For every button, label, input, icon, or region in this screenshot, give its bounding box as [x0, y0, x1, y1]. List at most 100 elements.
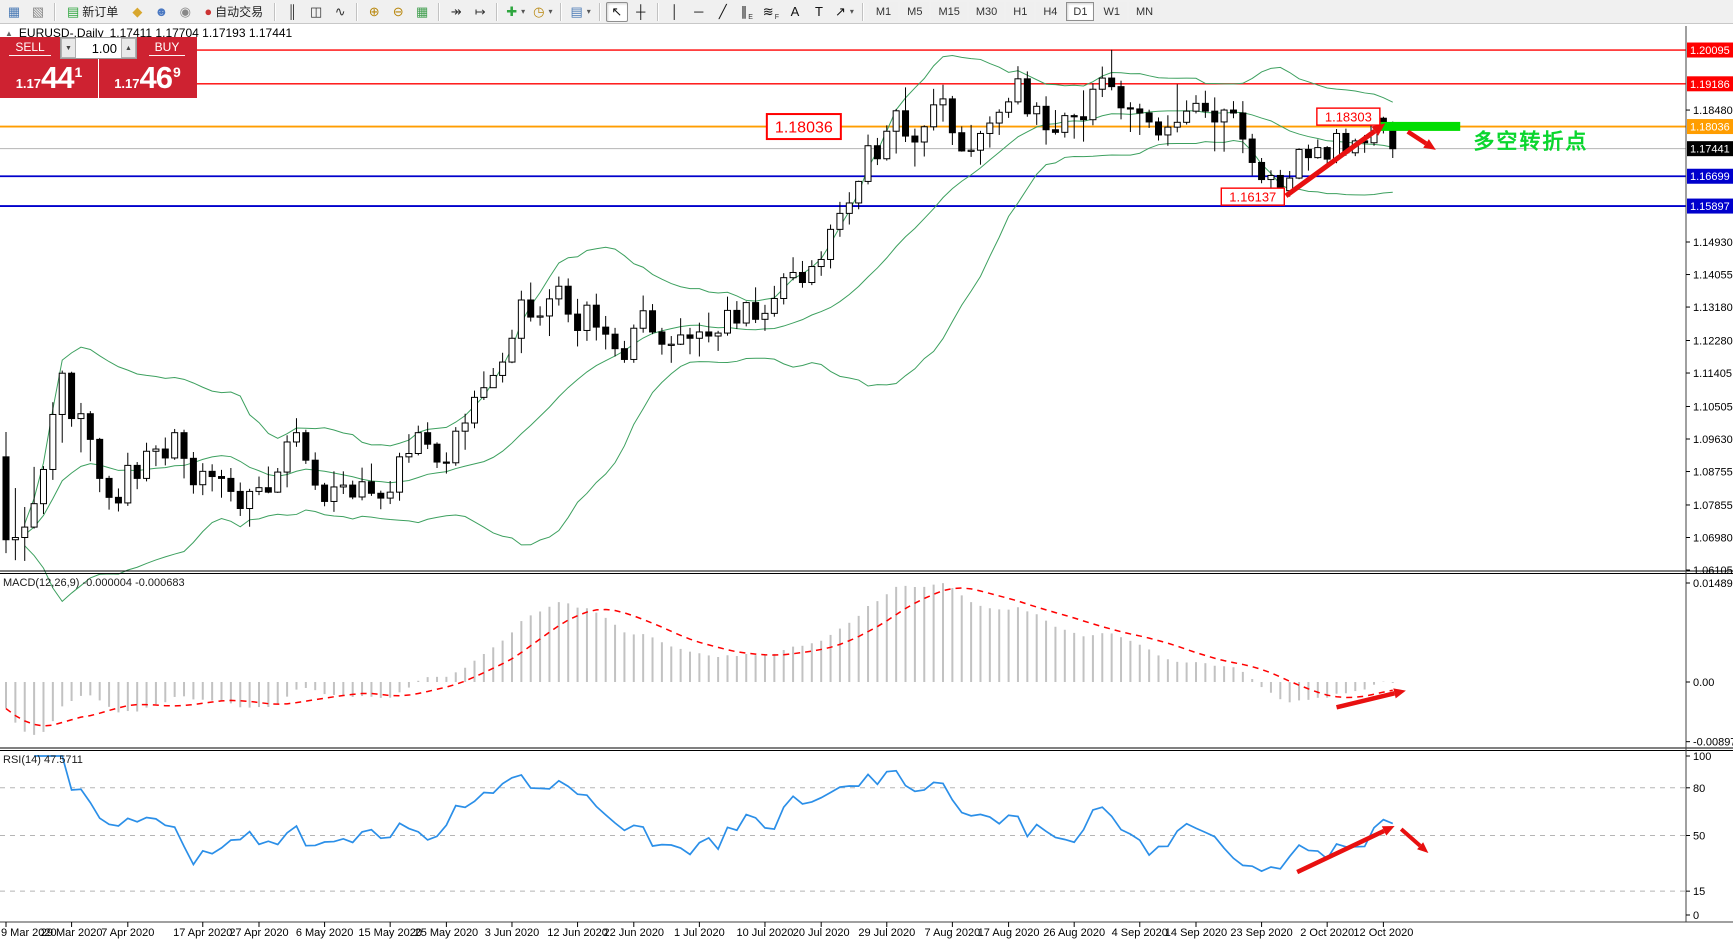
- symbol-period-label: EURUSD-,Daily: [18, 26, 104, 40]
- tile-windows-button[interactable]: ▦: [411, 2, 433, 22]
- bar-chart-type-button[interactable]: ║: [281, 2, 303, 22]
- new-chart-window-icon: ▦: [7, 4, 21, 19]
- fibonacci-tool-button[interactable]: ≋ F: [760, 2, 782, 22]
- zoom-out-button[interactable]: ⊖: [387, 2, 409, 22]
- svg-text:4 Sep 2020: 4 Sep 2020: [1112, 927, 1168, 939]
- text-label-tool-button[interactable]: T: [808, 2, 830, 22]
- svg-text:1.18480: 1.18480: [1693, 105, 1733, 117]
- cursor-tool-button[interactable]: ↖: [605, 1, 628, 22]
- chart-title: ▲ EURUSD-,Daily 1.17411 1.17704 1.17193 …: [5, 26, 292, 40]
- rsi-panel: [0, 755, 1686, 892]
- svg-text:0: 0: [1693, 910, 1699, 922]
- zoom-in-button[interactable]: ⊕: [363, 2, 385, 22]
- svg-text:1.18303: 1.18303: [1325, 109, 1372, 124]
- signals-button[interactable]: ◉: [174, 2, 196, 22]
- toolbar: ▦ ▧ ▤ 新订单 ◆ ☻ ◉ ● 自动交易 ║ ◫ ∿ ⊕ ⊖ ▦ ↠ ↦ ✚ ▾ ◷ ▾ ▤ ▾ ↖ ┼ │ ─ ╱ ∥ E ≋ F A T ↗…: [0, 0, 1733, 24]
- templates-menu-button[interactable]: ▤ ▾: [567, 2, 593, 22]
- navigator-button[interactable]: ☻: [150, 2, 172, 22]
- equidistant-channel-tool-sub-letter: E: [748, 13, 753, 21]
- chevron-down-icon[interactable]: ▾: [521, 7, 526, 16]
- collapse-triangle-icon[interactable]: ▲: [5, 28, 13, 38]
- new-order-button-icon: ▤: [67, 4, 80, 19]
- svg-text:1.16137: 1.16137: [1229, 189, 1276, 204]
- svg-text:1.15897: 1.15897: [1690, 201, 1730, 213]
- volume-up-button[interactable]: ▲: [121, 38, 136, 58]
- timeframe-m30-button[interactable]: M30: [968, 2, 1005, 21]
- trendline-tool-button[interactable]: ╱: [712, 2, 734, 22]
- text-tool-button[interactable]: A: [784, 2, 806, 22]
- navigator-icon: ☻: [154, 4, 169, 19]
- sell-button[interactable]: SELL: [0, 37, 60, 59]
- new-order-button-label: 新订单: [82, 5, 119, 19]
- print-preview-button[interactable]: ▧: [27, 2, 49, 22]
- auto-trading-button-label: 自动交易: [215, 5, 264, 19]
- line-chart-type-button[interactable]: ∿: [329, 2, 351, 22]
- chevron-down-icon[interactable]: ▾: [548, 7, 553, 16]
- timeframe-mn-button[interactable]: MN: [1128, 2, 1161, 21]
- svg-text:100: 100: [1693, 751, 1711, 763]
- toolbar-separator: [861, 2, 864, 21]
- trendline-tool-icon: ╱: [718, 4, 727, 19]
- svg-text:1.08755: 1.08755: [1693, 467, 1733, 479]
- new-order-button[interactable]: ▤ 新订单: [61, 2, 124, 22]
- indicators-add-button[interactable]: ✚ ▾: [503, 2, 528, 22]
- timeframe-m5-button[interactable]: M5: [900, 2, 930, 21]
- buy-price[interactable]: 1.17 46 9: [98, 59, 196, 98]
- bar-chart-type-icon: ║: [287, 4, 297, 19]
- svg-text:0.01489: 0.01489: [1693, 578, 1733, 590]
- svg-text:-0.008977: -0.008977: [1693, 737, 1733, 749]
- timeframe-h4-button[interactable]: H4: [1036, 2, 1065, 21]
- candlestick-type-button[interactable]: ◫: [305, 2, 327, 22]
- timeframe-w1-button[interactable]: W1: [1096, 2, 1127, 21]
- svg-text:1.18036: 1.18036: [1690, 122, 1730, 134]
- vertical-line-tool-button[interactable]: │: [664, 2, 686, 22]
- timeframe-h1-button[interactable]: H1: [1006, 2, 1035, 21]
- pivot-highlight-bar: [1376, 121, 1461, 131]
- toolbar-separator: [560, 2, 563, 21]
- svg-text:1.14930: 1.14930: [1693, 237, 1733, 249]
- horizontal-line-tool-button[interactable]: ─: [688, 2, 710, 22]
- zoom-out-icon: ⊖: [392, 4, 404, 19]
- svg-text:23 Sep 2020: 23 Sep 2020: [1230, 927, 1292, 939]
- chevron-down-icon[interactable]: ▾: [849, 7, 854, 16]
- timeframe-m1-button[interactable]: M1: [868, 2, 899, 21]
- sell-price[interactable]: 1.17 44 1: [15, 60, 83, 95]
- svg-text:12 Jun 2020: 12 Jun 2020: [547, 927, 608, 939]
- auto-scroll-button[interactable]: ↠: [445, 2, 467, 22]
- auto-trading-button-icon: ●: [204, 4, 213, 19]
- equidistant-channel-tool-icon: ∥: [740, 4, 748, 19]
- new-chart-window-button[interactable]: ▦: [3, 2, 25, 22]
- svg-text:12 Oct 2020: 12 Oct 2020: [1353, 927, 1413, 939]
- chevron-down-icon[interactable]: ▾: [586, 7, 591, 16]
- volume-down-button[interactable]: ▼: [61, 38, 76, 58]
- pivot-note-text: 多空转折点: [1473, 130, 1588, 154]
- fibonacci-tool-sub-letter: F: [774, 13, 779, 21]
- crosshair-tool-button[interactable]: ┼: [630, 2, 652, 22]
- svg-text:1.06105: 1.06105: [1693, 565, 1733, 577]
- chart-shift-button[interactable]: ↦: [469, 2, 491, 22]
- svg-text:1.07855: 1.07855: [1693, 500, 1733, 512]
- templates-menu-icon: ▤: [570, 4, 583, 19]
- toolbar-separator: [438, 2, 441, 21]
- market-watch-icon: ◆: [132, 4, 143, 19]
- signals-icon: ◉: [179, 4, 191, 19]
- arrows-tool-button[interactable]: ↗ ▾: [832, 2, 857, 22]
- buy-button[interactable]: BUY: [137, 37, 197, 59]
- timeframe-d1-button[interactable]: D1: [1066, 2, 1095, 21]
- fibonacci-tool-icon: ≋: [762, 4, 774, 19]
- macd-indicator-label: MACD(12,26,9) -0.000004 -0.000683: [3, 577, 185, 589]
- timeframe-m15-button[interactable]: M15: [931, 2, 967, 21]
- periods-menu-button[interactable]: ◷ ▾: [530, 2, 555, 22]
- market-watch-button[interactable]: ◆: [126, 2, 148, 22]
- auto-trading-button[interactable]: ● 自动交易: [198, 2, 269, 22]
- svg-text:1.16699: 1.16699: [1690, 171, 1730, 183]
- print-preview-icon: ▧: [31, 4, 45, 19]
- svg-text:26 Aug 2020: 26 Aug 2020: [1043, 927, 1105, 939]
- line-chart-type-icon: ∿: [334, 4, 346, 19]
- svg-text:1.18036: 1.18036: [775, 119, 833, 136]
- equidistant-channel-tool-button[interactable]: ∥ E: [736, 2, 758, 22]
- svg-text:3 Jun 2020: 3 Jun 2020: [485, 927, 539, 939]
- volume-input[interactable]: [76, 38, 121, 58]
